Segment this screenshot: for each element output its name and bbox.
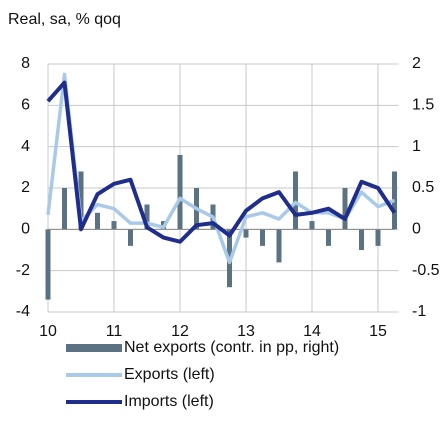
y2-tick-label: 2: [412, 55, 421, 72]
bar: [95, 212, 100, 230]
y-tick-label: 8: [21, 55, 30, 72]
legend-swatch: [66, 344, 122, 352]
bar: [359, 229, 364, 250]
bar: [111, 221, 117, 230]
bar: [326, 229, 331, 246]
bar: [177, 154, 183, 230]
y-tick-label: -2: [16, 262, 30, 279]
x-tick-label: 12: [171, 323, 189, 340]
bar: [243, 229, 249, 238]
y2-tick-label: 0: [412, 221, 421, 238]
y-tick-label: 2: [21, 179, 30, 196]
y2-tick-label: 1: [412, 138, 421, 155]
line: [46, 72, 396, 265]
y2-tick-label: 1.5: [412, 97, 434, 114]
bar: [375, 229, 381, 246]
legend-label: Net exports (contr. in pp, right): [124, 339, 339, 356]
legend-label: Imports (left): [124, 393, 214, 410]
bar: [260, 229, 265, 246]
x-tick-label: 11: [106, 323, 123, 340]
bar: [78, 171, 84, 230]
y-tick-label: -4: [16, 303, 30, 320]
x-tick-label: 14: [303, 323, 321, 340]
y-tick-label: 0: [21, 221, 30, 238]
x-tick-label: 13: [237, 323, 255, 340]
y-tick-label: 4: [21, 138, 30, 155]
legend-label: Exports (left): [124, 366, 215, 383]
bar: [342, 188, 348, 230]
bar: [293, 171, 298, 230]
bar: [276, 229, 282, 263]
bar: [128, 229, 133, 246]
chart-title: Real, sa, % qoq: [8, 11, 121, 28]
y2-tick-label: 0.5: [412, 179, 434, 196]
x-tick-label: 15: [369, 323, 387, 340]
bar: [62, 188, 67, 230]
bar: [45, 229, 51, 300]
bar: [144, 204, 150, 230]
y2-tick-label: -0.5: [412, 262, 440, 279]
y-tick-label: 6: [21, 97, 30, 114]
line: [46, 80, 397, 244]
bar: [309, 221, 315, 230]
y2-tick-label: -1: [412, 303, 426, 320]
x-tick-label: 10: [39, 323, 57, 340]
